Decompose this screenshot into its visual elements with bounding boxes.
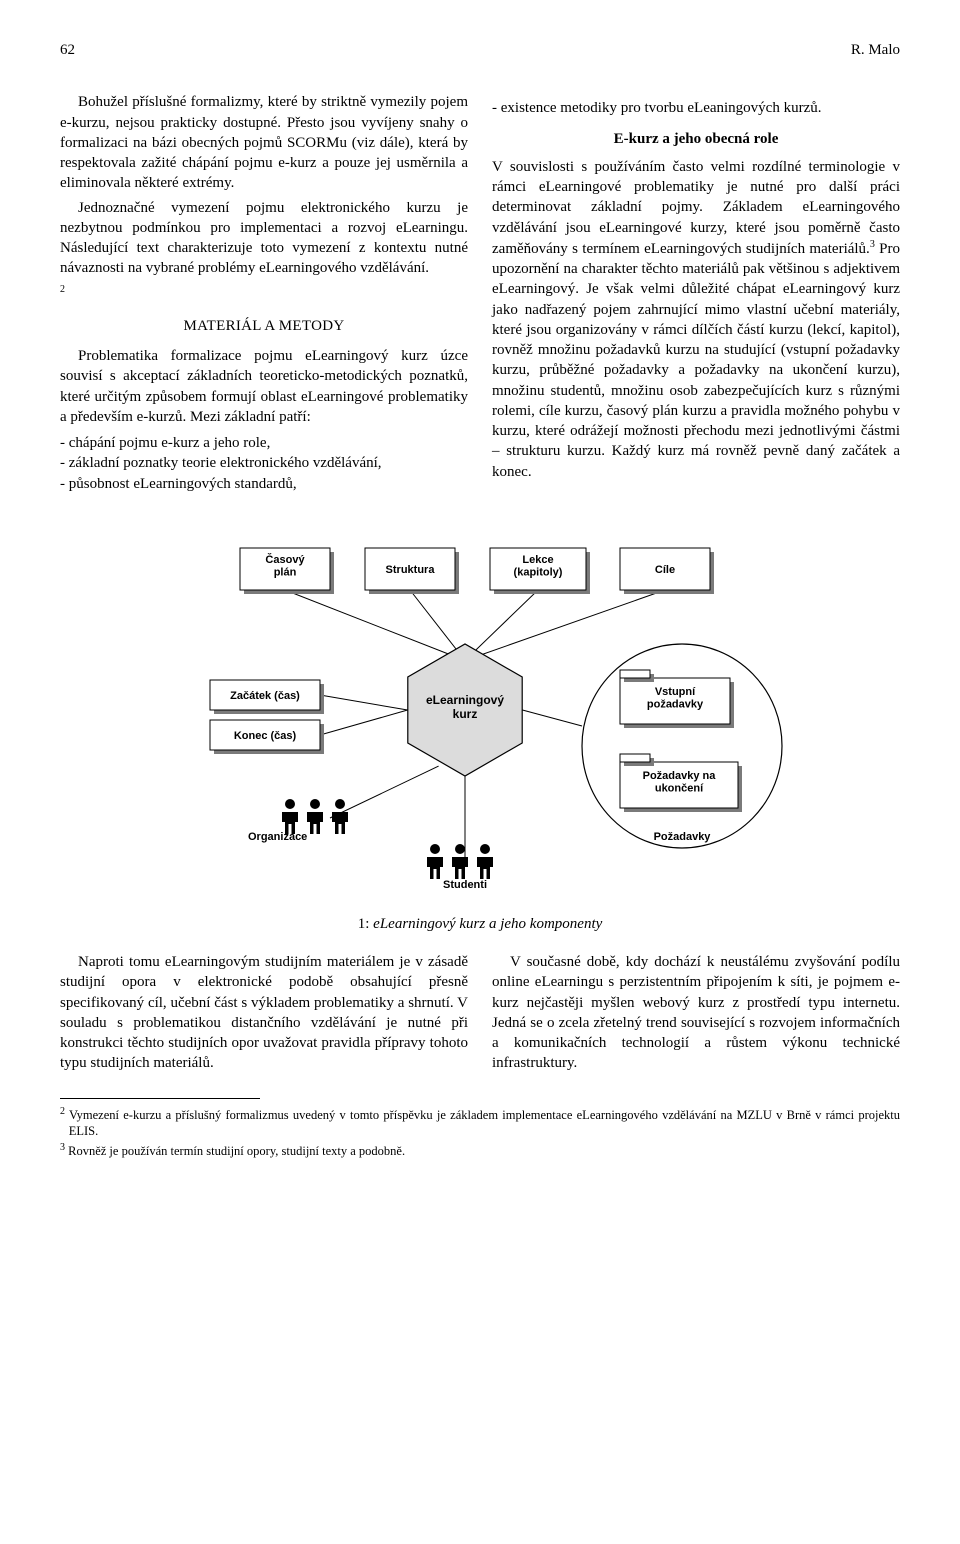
para-left-1: Bohužel příslušné formalizmy, které by s…: [60, 92, 468, 193]
svg-text:Cíle: Cíle: [655, 564, 675, 576]
list-item: chápání pojmu e-kurz a jeho role,: [60, 433, 468, 453]
footnote-2: 2 Vymezení e-kurzu a příslušný formalizm…: [60, 1105, 900, 1140]
svg-text:Struktura: Struktura: [386, 564, 436, 576]
para-left-3: Problematika formalizace pojmu eLearning…: [60, 346, 468, 427]
running-head-author: R. Malo: [851, 40, 900, 60]
figure-1-diagram: ČasovýplánStrukturaLekce(kapitoly)CíleZa…: [60, 518, 900, 908]
svg-text:Požadavky: Požadavky: [654, 831, 712, 843]
section-heading-material: MATERIÁL A METODY: [60, 316, 468, 336]
footnotes: 2 Vymezení e-kurzu a příslušný formalizm…: [60, 1105, 900, 1160]
footnote-2-text: Vymezení e-kurzu a příslušný formalizmus…: [65, 1108, 900, 1138]
figure-caption: 1: eLearningový kurz a jeho komponenty: [60, 914, 900, 934]
footnote-ref-2: 2: [60, 284, 65, 295]
left-column: Bohužel příslušné formalizmy, které by s…: [60, 92, 468, 500]
running-header: 62 R. Malo: [60, 40, 900, 60]
svg-text:Studenti: Studenti: [443, 879, 487, 891]
bottom-two-columns: Naproti tomu eLearningovým studijním mat…: [60, 952, 900, 1078]
para-bottom-right: V současné době, kdy dochází k neustálém…: [492, 952, 900, 1074]
list-item: existence metodiky pro tvorbu eLeaningov…: [492, 98, 900, 118]
svg-text:Organizace: Organizace: [248, 831, 307, 843]
list-item: základní poznatky teorie elektronického …: [60, 453, 468, 473]
svg-text:Konec (čas): Konec (čas): [234, 730, 297, 742]
page-number: 62: [60, 40, 75, 60]
list-item: působnost eLearningových standardů,: [60, 474, 468, 494]
footnote-3-text: Rovněž je používán termín studijní opory…: [65, 1144, 405, 1158]
main-two-columns: Bohužel příslušné formalizmy, které by s…: [60, 92, 900, 500]
para-bottom-left: Naproti tomu eLearningovým studijním mat…: [60, 952, 468, 1074]
figure-caption-text: eLearningový kurz a jeho komponenty: [373, 916, 602, 932]
footnote-rule: [60, 1098, 260, 1099]
para-right-1b: Pro upozornění na charakter těchto mater…: [492, 241, 900, 480]
figure-number: 1:: [358, 916, 373, 932]
subsection-heading-ekurz: E-kurz a jeho obecná role: [492, 129, 900, 149]
bottom-left-column: Naproti tomu eLearningovým studijním mat…: [60, 952, 468, 1078]
right-column: existence metodiky pro tvorbu eLeaningov…: [492, 92, 900, 500]
footnote-3: 3 Rovněž je používán termín studijní opo…: [60, 1141, 900, 1159]
para-right-1a: V souvislosti s používáním často velmi r…: [492, 159, 900, 257]
bulleted-list-right-top: existence metodiky pro tvorbu eLeaningov…: [492, 98, 900, 118]
diagram-svg: ČasovýplánStrukturaLekce(kapitoly)CíleZa…: [130, 518, 830, 908]
bulleted-list-left: chápání pojmu e-kurz a jeho role, základ…: [60, 433, 468, 494]
para-right-1: V souvislosti s používáním často velmi r…: [492, 157, 900, 482]
para-left-2: Jednoznačné vymezení pojmu elektronickéh…: [60, 198, 468, 279]
bottom-right-column: V současné době, kdy dochází k neustálém…: [492, 952, 900, 1078]
svg-text:Začátek (čas): Začátek (čas): [230, 690, 300, 702]
